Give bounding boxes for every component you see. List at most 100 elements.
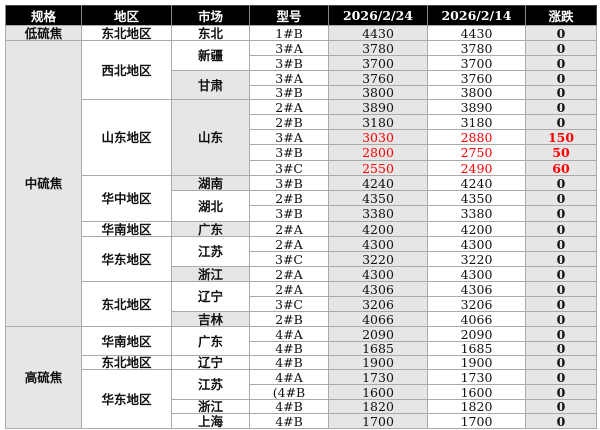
model-cell: 3#B: [249, 85, 329, 100]
model-cell: 4#A: [249, 369, 329, 385]
price-old-cell: 1730: [427, 369, 526, 385]
region-cell: 西北地区: [81, 40, 172, 100]
change-cell: 0: [525, 281, 597, 297]
change-cell: 0: [525, 413, 597, 429]
spec-cell: 低硫焦: [5, 25, 82, 41]
change-cell: 0: [525, 70, 597, 86]
table-row: 华南地区 广东 2#A 4200 4200 0: [6, 221, 597, 237]
price-new-cell: 3890: [328, 99, 428, 115]
price-old-cell: 4300: [427, 266, 526, 282]
price-old-cell: 4200: [427, 221, 526, 237]
price-old-cell: 1600: [427, 384, 526, 400]
model-cell: 3#C: [249, 296, 329, 312]
model-cell: (4#B: [249, 384, 329, 400]
table-row: 低硫焦 东北地区 东北 1#B 4430 4430 0: [5, 25, 597, 41]
price-old-cell: 4430: [427, 25, 526, 41]
region-cell: 东北地区: [81, 355, 172, 370]
change-cell: 0: [525, 326, 597, 342]
table-row: 3#B 3380 3380 0: [6, 205, 597, 222]
table-row: (4#B 1600 1600 0: [6, 384, 597, 400]
table-row: 3#B 3700 3700 0: [6, 55, 597, 71]
model-cell: 3#A: [249, 129, 329, 145]
model-cell: 3#A: [249, 40, 329, 56]
model-cell: 1#B: [249, 25, 329, 41]
price-old-cell: 3890: [427, 99, 526, 115]
change-cell: 0: [525, 384, 597, 400]
price-new-cell: 3780: [328, 40, 428, 56]
table-row: 3#A 3030 2880 150: [6, 129, 597, 145]
price-new-cell: 1685: [328, 341, 428, 356]
model-cell: 4#B: [249, 341, 329, 356]
table-row: 华东地区 江苏 4#A 1730 1730 0: [6, 369, 597, 429]
change-cell: 0: [525, 369, 597, 385]
model-cell: 4#B: [249, 355, 329, 370]
market-cell: 吉林: [171, 311, 250, 327]
price-old-cell: 2090: [427, 326, 526, 342]
table-body: 低硫焦 东北地区 东北 1#B 4430 4430 0 中硫焦 西北地区 新疆 3#A 3780 378…: [5, 25, 597, 429]
model-cell: 2#A: [249, 281, 329, 297]
price-new-cell: 3220: [328, 251, 428, 267]
model-cell: 2#B: [249, 311, 329, 327]
model-cell: 3#B: [249, 205, 329, 222]
change-cell: 150: [525, 129, 597, 145]
change-cell: 0: [525, 399, 597, 414]
header-row: 规格 地区 市场 型号 2026/2/24 2026/2/14 涨跌: [5, 5, 597, 26]
market-cell: 山东: [171, 99, 250, 176]
price-old-cell: 1685: [427, 341, 526, 356]
table-row: 高硫焦 华南地区 广东 4#A 2090 2090 0: [5, 326, 597, 429]
table-row: 上海 4#B 1700 1700 0: [6, 413, 597, 429]
model-cell: 4#A: [249, 326, 329, 342]
change-cell: 0: [525, 175, 597, 191]
change-cell: 60: [525, 160, 597, 176]
model-cell: 2#B: [249, 190, 329, 206]
price-new-cell: 1730: [328, 369, 428, 385]
model-cell: 3#B: [249, 175, 329, 191]
table-row: 浙江 2#A 4300 4300 0: [6, 266, 597, 282]
price-new-cell: 1600: [328, 384, 428, 400]
price-old-cell: 3220: [427, 251, 526, 267]
price-new-cell: 3206: [328, 296, 428, 312]
change-cell: 0: [525, 99, 597, 115]
price-new-cell: 2800: [328, 144, 428, 161]
table-row: 吉林 2#B 4066 4066 0: [6, 311, 597, 327]
model-cell: 4#B: [249, 399, 329, 414]
price-new-cell: 1900: [328, 355, 428, 370]
region-cell: 华东地区: [81, 369, 172, 429]
model-cell: 3#B: [249, 55, 329, 71]
price-old-cell: 4350: [427, 190, 526, 206]
price-old-cell: 1700: [427, 413, 526, 429]
change-cell: 0: [525, 341, 597, 356]
change-cell: 0: [525, 236, 597, 252]
price-old-cell: 1820: [427, 399, 526, 414]
price-table: 规格 地区 市场 型号 2026/2/24 2026/2/14 涨跌 低硫焦 东北…: [5, 5, 597, 429]
price-old-cell: 3206: [427, 296, 526, 312]
price-old-cell: 3760: [427, 70, 526, 86]
header-date-old: 2026/2/14: [427, 5, 526, 26]
change-cell: 50: [525, 144, 597, 161]
model-cell: 2#A: [249, 236, 329, 252]
change-cell: 0: [525, 205, 597, 222]
region-cell: 华中地区: [81, 175, 172, 222]
market-cell: 新疆: [171, 40, 250, 71]
change-cell: 0: [525, 85, 597, 100]
model-cell: 3#B: [249, 144, 329, 161]
header-spec: 规格: [5, 5, 82, 26]
market-cell: 江苏: [171, 369, 250, 400]
price-old-cell: 3700: [427, 55, 526, 71]
market-cell: 江苏: [171, 236, 250, 267]
price-old-cell: 2490: [427, 160, 526, 176]
market-cell: 东北: [171, 25, 250, 41]
header-model: 型号: [249, 5, 329, 26]
region-cell: 华南地区: [81, 221, 172, 237]
region-cell: 华东地区: [81, 236, 172, 282]
table-row: 中硫焦 西北地区 新疆 3#A 3780 3780 0: [5, 40, 597, 327]
change-cell: 0: [525, 55, 597, 71]
header-market: 市场: [171, 5, 250, 26]
table-row: 3#C 3206 3206 0: [6, 296, 597, 312]
change-cell: 0: [525, 40, 597, 56]
price-new-cell: 4350: [328, 190, 428, 206]
price-old-cell: 4240: [427, 175, 526, 191]
price-old-cell: 4306: [427, 281, 526, 297]
spec-cell: 中硫焦: [5, 40, 82, 327]
change-cell: 0: [525, 355, 597, 370]
